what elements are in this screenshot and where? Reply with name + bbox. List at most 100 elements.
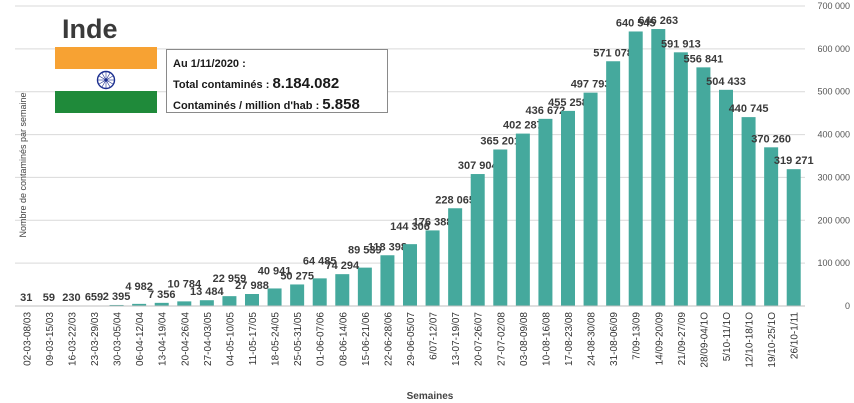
bar (786, 169, 801, 306)
bar (290, 284, 305, 306)
bar (538, 118, 553, 306)
x-tick-label: 21/09-27/09 (677, 312, 688, 366)
data-label: 27 988 (235, 280, 269, 292)
x-tick-label: 01-06-07/06 (316, 312, 327, 366)
x-tick-label: 6/07-12/07 (429, 312, 440, 360)
x-tick-label: 10-08-16/08 (541, 312, 552, 366)
data-label: 571 078 (593, 47, 633, 59)
per-million-label: Contaminés / million d'hab : (173, 100, 320, 112)
bar (109, 304, 124, 306)
flag-saffron-band (55, 47, 157, 69)
y-tick-label: 700 000 (817, 1, 850, 11)
summary-total: Total contaminés : 8.184.082 (173, 74, 381, 95)
x-tick-label: 28/09-04/1O (699, 312, 710, 368)
bar (425, 230, 440, 306)
data-label: 2 395 (103, 291, 131, 303)
data-label: 22 959 (213, 273, 247, 285)
data-label: 50 275 (280, 270, 314, 282)
data-label: 40 941 (258, 265, 292, 277)
y-tick-label: 600 000 (817, 44, 850, 54)
bar (222, 296, 237, 306)
x-tick-label: 29-06-05/07 (406, 312, 417, 366)
data-label: 228 065 (435, 194, 475, 206)
x-tick-label: 31-08-06/09 (609, 312, 620, 366)
flag-white-band (55, 69, 157, 91)
bar (606, 61, 621, 306)
bar (673, 52, 688, 307)
x-tick-label: 06-04-12/04 (135, 312, 146, 366)
bar (696, 67, 711, 307)
data-label: 31 (20, 292, 32, 304)
bar (245, 294, 259, 306)
x-tick-label: 22-06-28/06 (383, 312, 394, 366)
bar (154, 302, 169, 306)
y-axis-title: Nombre de contaminés par semaine (18, 92, 28, 237)
per-million-value: 5.858 (322, 96, 360, 113)
bar (448, 208, 463, 306)
chakra-wheel-icon (96, 70, 116, 90)
country-title: Inde (62, 14, 118, 44)
data-label: 89 539 (348, 245, 382, 257)
data-label: 659 (85, 292, 103, 304)
data-label: 455 258 (548, 97, 588, 109)
bar (335, 274, 350, 306)
x-axis-title: Semaines (407, 391, 454, 402)
bar (199, 300, 214, 306)
bar (741, 117, 756, 306)
data-label: 7 356 (148, 289, 176, 301)
x-tick-label: 15-06-21/06 (361, 312, 372, 366)
y-tick-label: 300 000 (817, 172, 850, 182)
x-tick-label: 03-08-09/08 (519, 312, 530, 366)
x-tick-label: 04-05-10/05 (225, 312, 236, 366)
data-label: 365 201 (480, 135, 520, 147)
data-label: 640 545 (616, 17, 656, 29)
total-label: Total contaminés : (173, 79, 270, 91)
bar (628, 31, 643, 307)
data-label: 64 485 (303, 255, 337, 267)
flag-green-band (55, 91, 157, 113)
data-label: 402 287 (503, 120, 543, 132)
data-label: 319 271 (774, 155, 814, 167)
bar (357, 267, 372, 306)
x-tick-label: 26/10-1/11 (790, 312, 801, 360)
bar (267, 288, 282, 306)
flag-india (55, 47, 157, 113)
summary-date: Au 1/11/2020 : (173, 58, 246, 70)
x-tick-label: 27-04-03/05 (203, 312, 214, 366)
summary-box: Au 1/11/2020 : Total contaminés : 8.184.… (166, 49, 388, 113)
x-tick-label: 27-07-02/08 (496, 312, 507, 366)
x-tick-label: 17-08-23/08 (564, 312, 575, 366)
x-tick-label: 24-08-30/08 (587, 312, 598, 366)
data-label: 504 433 (706, 76, 746, 88)
x-tick-label: 20-07-26/07 (474, 312, 485, 366)
y-tick-label: 200 000 (817, 215, 850, 225)
x-tick-label: 23-03-29/03 (90, 312, 101, 366)
x-tick-label: 11-05-17/05 (248, 312, 259, 366)
x-tick-label: 25-05-31/05 (293, 312, 304, 366)
x-tick-label: 13-04-19/04 (158, 312, 169, 366)
data-label: 440 745 (729, 103, 769, 115)
data-label: 74 294 (325, 260, 360, 272)
x-tick-label: 5/10-11/1O (722, 312, 733, 362)
total-value: 8.184.082 (272, 75, 340, 92)
bar (719, 89, 733, 307)
data-label: 230 (62, 292, 80, 304)
bar (177, 301, 192, 306)
y-tick-label: 100 000 (817, 258, 850, 268)
x-tick-label: 16-03-22/03 (67, 312, 78, 366)
x-tick-label: 30-03-05/04 (113, 312, 124, 366)
bar (515, 133, 530, 306)
x-tick-label: 12/10-18/1O (745, 312, 756, 368)
x-tick-label: 14/09-20/09 (654, 312, 665, 366)
data-label: 591 913 (661, 38, 701, 50)
bar (764, 147, 779, 306)
data-label: 13 484 (190, 286, 225, 298)
bar (403, 244, 417, 306)
summary-per-million: Contaminés / million d'hab : 5.858 (173, 95, 381, 116)
data-label: 556 841 (684, 53, 724, 65)
x-tick-label: 08-06-14/06 (338, 312, 349, 366)
data-label: 176 388 (413, 216, 453, 228)
bar (493, 149, 508, 306)
y-tick-label: 500 000 (817, 87, 850, 97)
